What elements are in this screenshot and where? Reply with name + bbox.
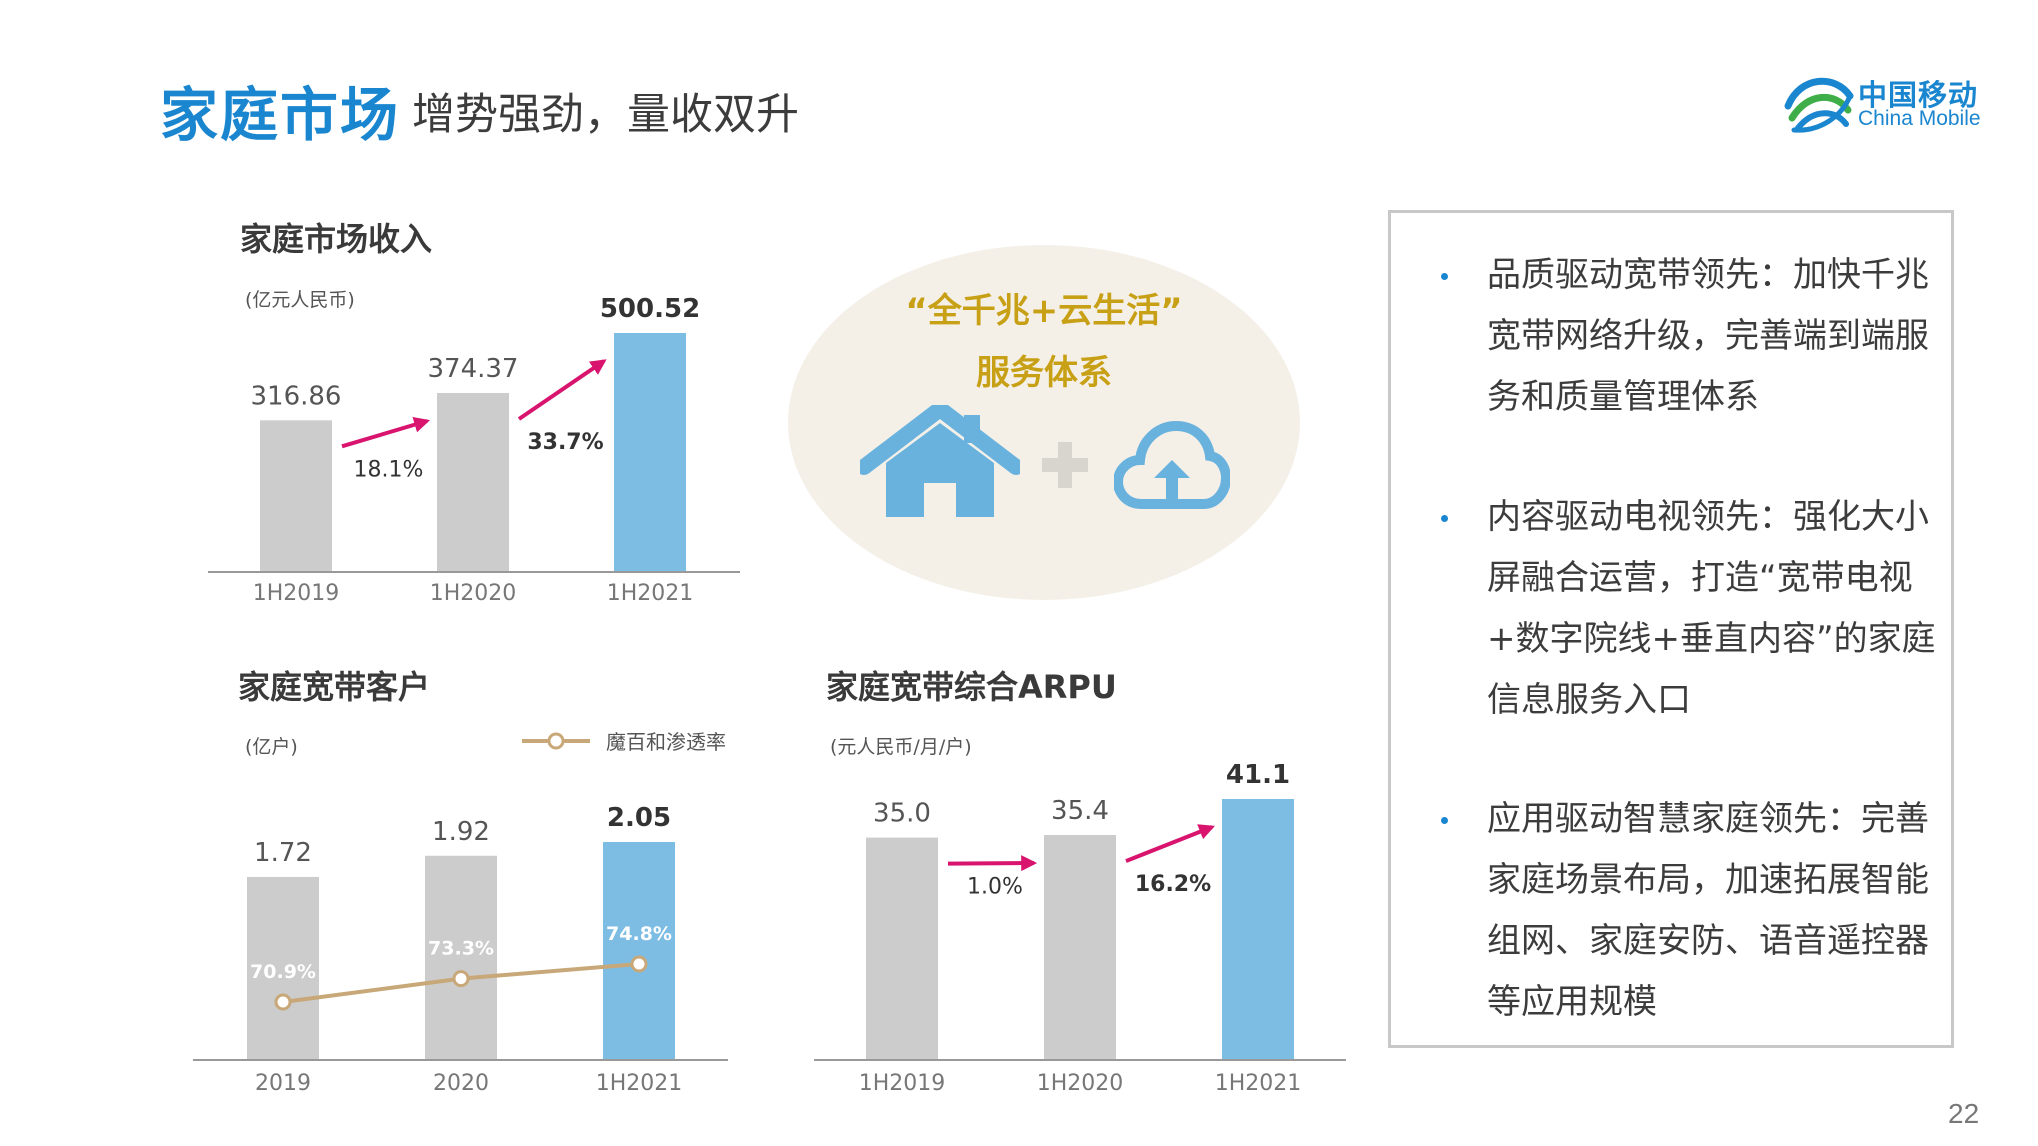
arpu-value-label: 41.1 (1226, 760, 1290, 790)
broadband-value-label: 2.05 (607, 803, 671, 833)
revenue-bar (437, 392, 509, 571)
broadband-penetration-point (274, 993, 292, 1011)
broadband-legend-label: 魔百和渗透率 (606, 730, 726, 754)
arpu-bar (866, 837, 938, 1059)
broadband-category-label: 2020 (433, 1071, 489, 1096)
bullet-dot-icon (1441, 817, 1448, 824)
revenue-category-label: 1H2019 (253, 581, 340, 606)
slogan-line2: 服务体系 (976, 353, 1112, 393)
china-mobile-logo-icon (1784, 77, 1854, 133)
cloud-upload-icon (1114, 420, 1230, 509)
broadband-chart-title: 家庭宽带客户 (238, 668, 431, 706)
revenue-bar (614, 333, 686, 571)
revenue-value-label: 374.37 (428, 354, 519, 384)
revenue-category-label: 1H2021 (607, 581, 694, 606)
revenue-bar (260, 420, 332, 571)
arpu-category-label: 1H2020 (1037, 1071, 1124, 1096)
arpu-bar (1222, 799, 1294, 1059)
key-points-panel: 品质驱动宽带领先：加快千兆宽带网络升级，完善端到端服务和质量管理体系 内容驱动电… (1388, 210, 1954, 1048)
page-subtitle: 增势强劲，量收双升 (412, 90, 799, 140)
revenue-growth-arrow (517, 359, 607, 421)
house-icon (860, 405, 1020, 517)
logo-text-cn: 中国移动 (1858, 78, 1979, 112)
broadband-penetration-point (452, 970, 470, 988)
broadband-value-label: 1.72 (254, 838, 312, 868)
bullet-text-application: 应用驱动智慧家庭领先：完善家庭场景布局，加速拓展智能组网、家庭安防、语音遥控器等… (1487, 799, 1929, 1022)
broadband-chart-unit: (亿户) (245, 736, 298, 758)
arpu-growth-label: 16.2% (1135, 872, 1211, 897)
logo-text-en: China Mobile (1858, 107, 1981, 130)
broadband-bar (425, 855, 497, 1059)
broadband-category-label: 2019 (255, 1071, 311, 1096)
broadband-penetration-point (630, 955, 648, 973)
arpu-growth-arrow (1125, 824, 1215, 863)
arpu-value-label: 35.0 (873, 799, 931, 829)
arpu-growth-label: 1.0% (967, 875, 1023, 900)
revenue-value-label: 316.86 (251, 381, 342, 411)
bullet-dot-icon (1441, 273, 1448, 280)
slogan-line1: “全千兆+云生活” (905, 291, 1183, 331)
revenue-growth-label: 33.7% (527, 430, 603, 455)
broadband-legend-marker (547, 732, 565, 750)
arpu-chart-title: 家庭宽带综合ARPU (826, 668, 1117, 706)
arpu-category-label: 1H2019 (859, 1071, 946, 1096)
broadband-penetration-label: 73.3% (428, 938, 494, 960)
bullet-text-content: 内容驱动电视领先：强化大小屏融合运营，打造“宽带电视+数字院线+垂直内容”的家庭… (1487, 497, 1936, 720)
broadband-penetration-label: 70.9% (250, 961, 316, 983)
arpu-chart-unit: (元人民币/月/户) (830, 736, 972, 758)
arpu-value-label: 35.4 (1051, 796, 1109, 826)
page-title: 家庭市场 (160, 81, 401, 149)
arpu-growth-arrow (947, 855, 1038, 872)
revenue-growth-label: 18.1% (354, 457, 424, 482)
broadband-category-label: 1H2021 (596, 1071, 683, 1096)
page-number: 22 (1948, 1098, 1980, 1129)
revenue-chart-title: 家庭市场收入 (240, 220, 433, 258)
revenue-chart-unit: (亿元人民币) (245, 289, 355, 311)
arpu-bar (1044, 835, 1116, 1059)
revenue-growth-arrow (341, 416, 431, 449)
broadband-value-label: 1.92 (432, 817, 490, 847)
plus-icon (1042, 442, 1088, 488)
broadband-penetration-label: 74.8% (606, 923, 672, 945)
revenue-value-label: 500.52 (600, 294, 700, 324)
bullet-dot-icon (1441, 515, 1448, 522)
arpu-category-label: 1H2021 (1215, 1071, 1302, 1096)
revenue-category-label: 1H2020 (430, 581, 517, 606)
broadband-bar (247, 876, 319, 1059)
bullet-text-quality: 品质驱动宽带领先：加快千兆宽带网络升级，完善端到端服务和质量管理体系 (1487, 255, 1929, 417)
broadband-bar (603, 842, 675, 1059)
service-system-oval (788, 245, 1300, 600)
